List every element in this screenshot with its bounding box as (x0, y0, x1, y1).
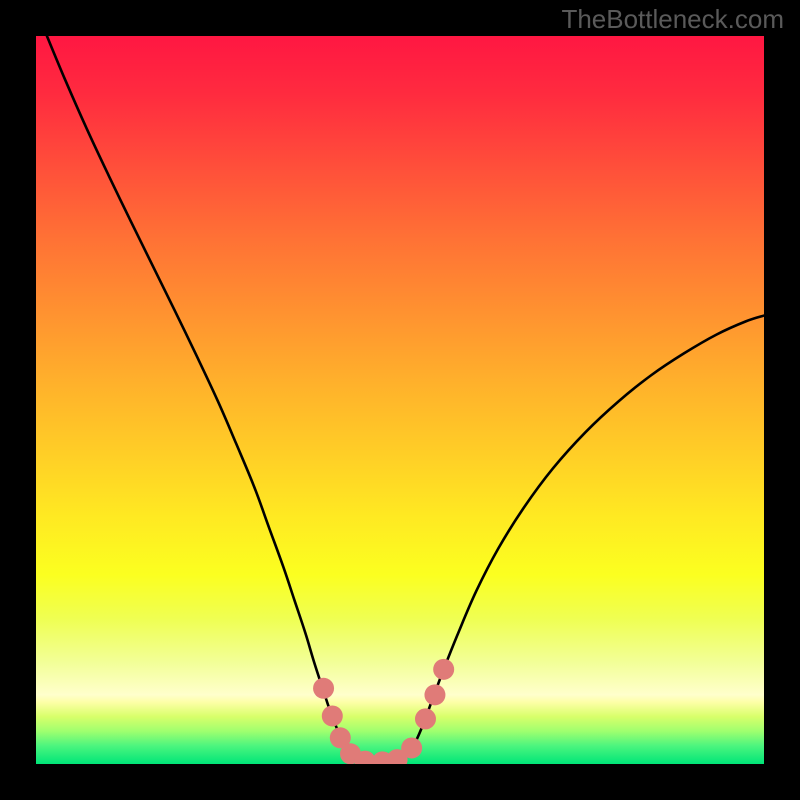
chart-stage: TheBottleneck.com (0, 0, 800, 800)
watermark-text: TheBottleneck.com (561, 4, 784, 35)
chart-svg (0, 0, 800, 800)
scatter-marker (313, 678, 334, 699)
scatter-marker (424, 684, 445, 705)
scatter-marker (415, 708, 436, 729)
scatter-marker (322, 705, 343, 726)
plot-background (36, 36, 764, 764)
scatter-marker (401, 737, 422, 758)
scatter-marker (433, 659, 454, 680)
